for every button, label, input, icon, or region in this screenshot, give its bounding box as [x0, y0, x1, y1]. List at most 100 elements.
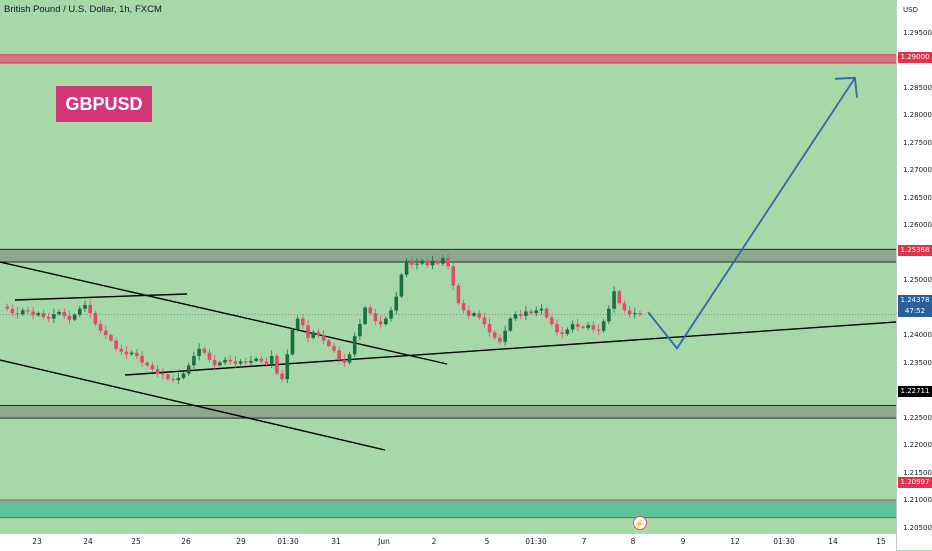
candle-body — [15, 313, 20, 315]
candle-body — [218, 362, 222, 366]
candle-body — [575, 324, 580, 327]
candle-body — [492, 332, 497, 338]
candle-body — [326, 340, 331, 347]
candle-body — [425, 260, 430, 266]
price-tick-label: 1.26500 — [903, 193, 932, 202]
price-tick-label: 1.27500 — [903, 138, 932, 147]
time-tick-label: 23 — [32, 537, 42, 546]
price-tick-label: 1.28500 — [903, 83, 932, 92]
current-price-value: 1.24378 — [900, 296, 930, 304]
candle-body — [306, 325, 310, 338]
candle-body — [316, 332, 321, 336]
candle-body — [186, 365, 191, 374]
time-tick-label: 7 — [581, 537, 587, 546]
price-tick-label: 1.29500 — [903, 28, 932, 37]
candle-body — [150, 365, 155, 370]
candle-body — [378, 321, 383, 325]
candle-body — [347, 354, 352, 363]
candle-body — [197, 348, 201, 356]
candle-body — [451, 266, 456, 286]
candle-body — [446, 258, 450, 267]
candle-body — [62, 312, 67, 316]
price-axis-currency: USD — [903, 6, 918, 14]
price-tick-label: 1.23500 — [903, 358, 932, 367]
flash-icon[interactable]: ⚡ — [633, 516, 647, 530]
candle-body — [20, 310, 25, 315]
price-tick-label: 1.24000 — [903, 331, 932, 340]
candle-body — [129, 352, 134, 355]
time-tick-label: 2 — [431, 537, 437, 546]
candle-body — [249, 360, 253, 363]
ascending-support-line — [124, 321, 896, 376]
candle-body — [607, 308, 611, 322]
price-tick-label: 1.26000 — [903, 221, 932, 230]
candle-body — [570, 324, 575, 330]
candle-body — [482, 317, 487, 325]
candle-body — [467, 310, 471, 316]
candle-body — [88, 304, 92, 314]
candle-body — [233, 361, 238, 364]
time-tick-label: Jun — [378, 537, 390, 546]
time-tick-label: 26 — [181, 537, 191, 546]
projection-arrowhead — [834, 76, 858, 98]
candle-body — [135, 352, 139, 356]
time-tick-label: 29 — [236, 537, 246, 546]
time-tick-label: 31 — [331, 537, 341, 546]
candle-body — [160, 373, 165, 375]
symbol-badge: GBPUSD — [56, 86, 152, 122]
candle-body — [612, 291, 616, 309]
candle-body — [254, 358, 258, 361]
price-tick-label: 1.27000 — [903, 166, 932, 175]
candle-body — [461, 303, 466, 311]
candle-body — [140, 355, 144, 363]
candle-body — [212, 359, 217, 366]
candle-body — [155, 369, 160, 374]
time-tick-label: 01:30 — [277, 537, 299, 546]
candle-body — [384, 318, 388, 325]
candle-body — [52, 314, 56, 319]
candle-body — [430, 260, 435, 266]
candle-body — [539, 308, 544, 311]
candle-body — [171, 379, 175, 381]
candle-body — [5, 306, 9, 309]
projection-path — [647, 77, 856, 350]
time-tick-label: 01:30 — [525, 537, 547, 546]
candle-body — [295, 318, 300, 330]
chart-plot-area[interactable]: British Pound / U.S. Dollar, 1h, FXCM GB… — [0, 0, 896, 533]
candle-body — [633, 313, 637, 315]
resistance-zone-top — [0, 54, 896, 63]
candle-body — [181, 373, 186, 378]
candle-body — [57, 312, 61, 315]
candle-body — [513, 314, 518, 319]
price-tick-label: 1.21000 — [903, 496, 932, 505]
candle-body — [72, 314, 77, 320]
candle-body — [332, 346, 336, 351]
time-tick-label: 15 — [876, 537, 886, 546]
upper-channel-line — [0, 261, 448, 365]
price-tick-label: 1.25000 — [903, 276, 932, 285]
time-axis[interactable]: 23 24 25 26 29 01:30 31 Jun 2 5 01:30 7 8 9 12 01:30 14 1… — [0, 533, 896, 551]
time-tick-label: 25 — [131, 537, 141, 546]
candle-body — [275, 355, 279, 374]
zones-layer — [0, 54, 896, 519]
candle-body — [586, 325, 590, 328]
candle-body — [591, 325, 596, 330]
symbol-title[interactable]: British Pound / U.S. Dollar, 1h, FXCM — [4, 4, 162, 15]
candle-body — [352, 336, 357, 355]
support-zone-bottom — [0, 500, 896, 518]
candle-body — [166, 374, 170, 380]
candle-body — [358, 324, 362, 337]
candle-body — [560, 332, 564, 334]
candle-body — [342, 359, 347, 363]
time-tick-label: 14 — [828, 537, 838, 546]
candle-body — [259, 358, 264, 362]
candle-body — [93, 313, 98, 325]
price-axis[interactable]: USD 1.29500 1.28500 1.28000 1.27500 1.27000 1… — [896, 0, 932, 550]
time-tick-label: 5 — [484, 537, 490, 546]
short-resistance-line — [14, 293, 188, 301]
chart-canvas[interactable] — [0, 0, 896, 533]
candle-body — [435, 260, 440, 264]
time-tick-label: 24 — [83, 537, 93, 546]
candle-body — [103, 330, 108, 336]
candle-body — [409, 260, 414, 265]
